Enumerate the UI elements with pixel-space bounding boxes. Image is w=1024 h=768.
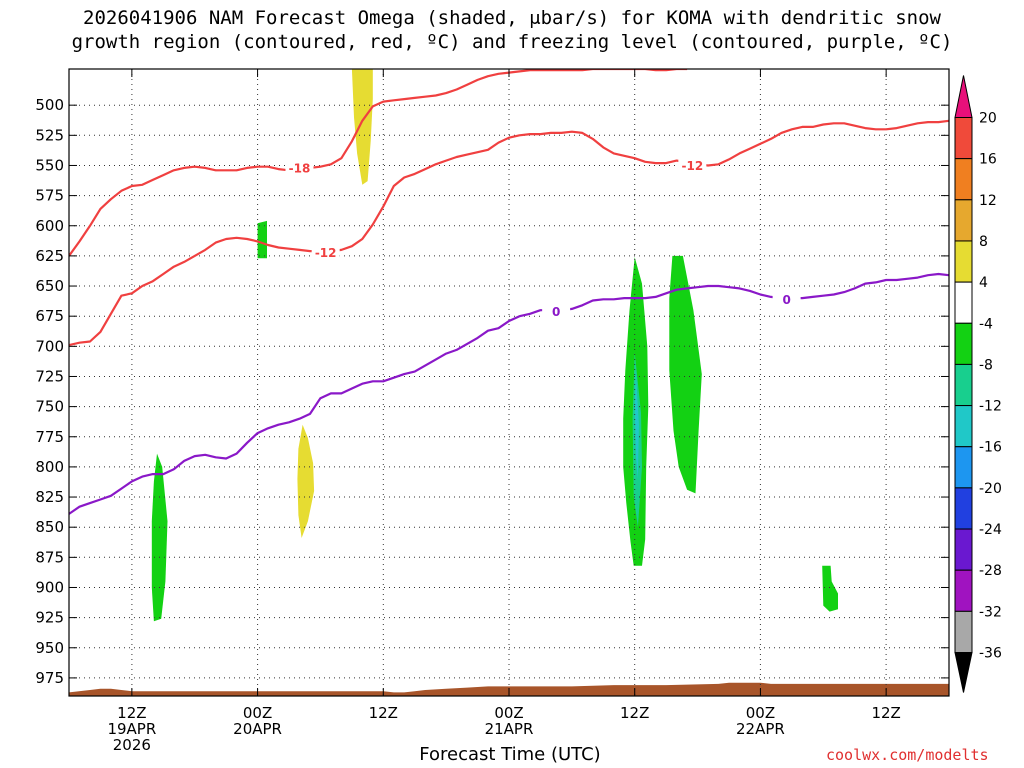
y-tick-label-600: 600 — [35, 217, 64, 235]
x-tick-label-78-0: 12Z — [871, 704, 900, 722]
y-tick-label-825: 825 — [35, 488, 64, 506]
y-tick-label-850: 850 — [35, 518, 64, 536]
colorbar-label-9: -20 — [979, 481, 1002, 497]
colorbar-box-8 — [954, 405, 973, 448]
y-tick-label-550: 550 — [35, 156, 64, 174]
y-tick-label-500: 500 — [35, 96, 64, 114]
omega-region-green-5 — [822, 565, 838, 612]
omega-region-green-1 — [257, 220, 267, 259]
colorbar-label-2: 12 — [979, 193, 997, 209]
colorbar-label-10: -24 — [979, 522, 1002, 538]
colorbar-box-13 — [954, 610, 973, 653]
y-tick-label-575: 575 — [35, 187, 64, 205]
x-tick-label-42-1: 21APR — [485, 720, 534, 738]
contour-label-bg-0-0 — [285, 159, 314, 176]
omega-region-yellow-1 — [351, 69, 373, 185]
site-credit: coolwx.com/modelts — [826, 746, 989, 764]
y-tick-label-625: 625 — [35, 247, 64, 265]
colorbar-box-9 — [954, 446, 973, 489]
y-tick-label-675: 675 — [35, 307, 64, 325]
omega-region-cyan-3 — [634, 370, 639, 479]
x-tick-label-30-0: 12Z — [369, 704, 398, 722]
contour-label-bg-2-0 — [542, 303, 571, 320]
colorbar-label-4: 4 — [979, 275, 988, 291]
colorbar-label-3: 8 — [979, 234, 988, 250]
colorbar: 20 16 12 8 4 -4 -8 -12 -16 -20 -24 -28 -32 -36 — [954, 75, 1002, 693]
colorbar-box-1 — [954, 117, 973, 160]
y-tick-label-925: 925 — [35, 609, 64, 627]
contour-label-bg-1-1 — [678, 157, 707, 174]
contour-line-1 — [69, 119, 949, 347]
colorbar-label-13: -36 — [979, 646, 1002, 662]
colorbar-label-5: -4 — [979, 316, 993, 332]
x-tick-label-6-0: 12Z — [117, 704, 146, 722]
contour-line-2 — [69, 272, 949, 515]
colorbar-arrow-top — [954, 75, 973, 118]
contour-label-0-0: -18 — [289, 161, 311, 175]
colorbar-label-6: -8 — [979, 357, 993, 373]
omega-region-green-4 — [669, 255, 702, 494]
contour-label-2-1: 0 — [782, 293, 790, 307]
omega-region-yellow-2 — [297, 424, 315, 538]
colorbar-arrow-bottom — [954, 652, 973, 693]
x-tick-label-18-1: 20APR — [233, 720, 282, 738]
contour-label-1-0: -12 — [315, 246, 337, 260]
contour-layer — [69, 69, 949, 515]
colorbar-box-11 — [954, 528, 973, 571]
colorbar-label-11: -28 — [979, 563, 1002, 579]
contour-label-layer: -18 -12 -12 0 0 — [285, 157, 801, 320]
chart-title-line-2: growth region (contoured, red, ºC) and f… — [71, 31, 953, 53]
colorbar-box-12 — [954, 569, 973, 612]
omega-shading-layer — [151, 69, 838, 622]
x-tick-label-66-1: 22APR — [736, 720, 785, 738]
chart-title: 2026041906 NAM Forecast Omega (shaded, μ… — [0, 6, 1024, 54]
x-axis-title: Forecast Time (UTC) — [419, 744, 601, 765]
x-tick-label-18-0: 00Z — [243, 704, 272, 722]
y-tick-label-775: 775 — [35, 428, 64, 446]
x-tick-label-6-1: 19APR — [107, 720, 156, 738]
contour-label-2-0: 0 — [552, 305, 560, 319]
chart-title-line-1: 2026041906 NAM Forecast Omega (shaded, μ… — [83, 7, 941, 29]
y-tick-label-975: 975 — [35, 669, 64, 687]
y-tick-label-950: 950 — [35, 639, 64, 657]
omega-region-green-2 — [151, 453, 168, 622]
contour-line-0 — [69, 69, 688, 257]
contour-label-bg-2-1 — [772, 291, 801, 308]
y-tick-label-650: 650 — [35, 277, 64, 295]
colorbar-label-0: 20 — [979, 111, 997, 127]
y-tick-label-725: 725 — [35, 367, 64, 385]
plot-frame — [68, 68, 950, 697]
colorbar-label-7: -12 — [979, 399, 1002, 415]
contour-label-bg-1-0 — [311, 244, 340, 261]
colorbar-box-6 — [954, 322, 973, 365]
colorbar-box-5 — [954, 281, 973, 324]
y-tick-label-750: 750 — [35, 398, 64, 416]
x-tick-label-42-0: 00Z — [494, 704, 523, 722]
contour-label-1-1: -12 — [681, 159, 703, 173]
grid-layer — [69, 69, 949, 696]
colorbar-box-10 — [954, 487, 973, 530]
y-tick-label-875: 875 — [35, 548, 64, 566]
y-tick-label-525: 525 — [35, 126, 64, 144]
colorbar-box-3 — [954, 199, 973, 242]
x-tick-label-54-0: 12Z — [620, 704, 649, 722]
x-tick-label-66-0: 00Z — [746, 704, 775, 722]
y-tick-label-800: 800 — [35, 458, 64, 476]
y-tick-label-700: 700 — [35, 337, 64, 355]
y-axis: 500 525 550 575 600 625 650 675 700 725 750 775 800 8… — [35, 96, 949, 687]
colorbar-label-12: -32 — [979, 604, 1002, 620]
colorbar-label-8: -16 — [979, 440, 1002, 456]
y-tick-label-900: 900 — [35, 578, 64, 596]
colorbar-box-7 — [954, 363, 973, 407]
colorbar-box-4 — [954, 240, 973, 283]
colorbar-label-1: 16 — [979, 152, 997, 168]
x-tick-label-6-2: 2026 — [113, 736, 151, 754]
colorbar-box-2 — [954, 158, 973, 201]
